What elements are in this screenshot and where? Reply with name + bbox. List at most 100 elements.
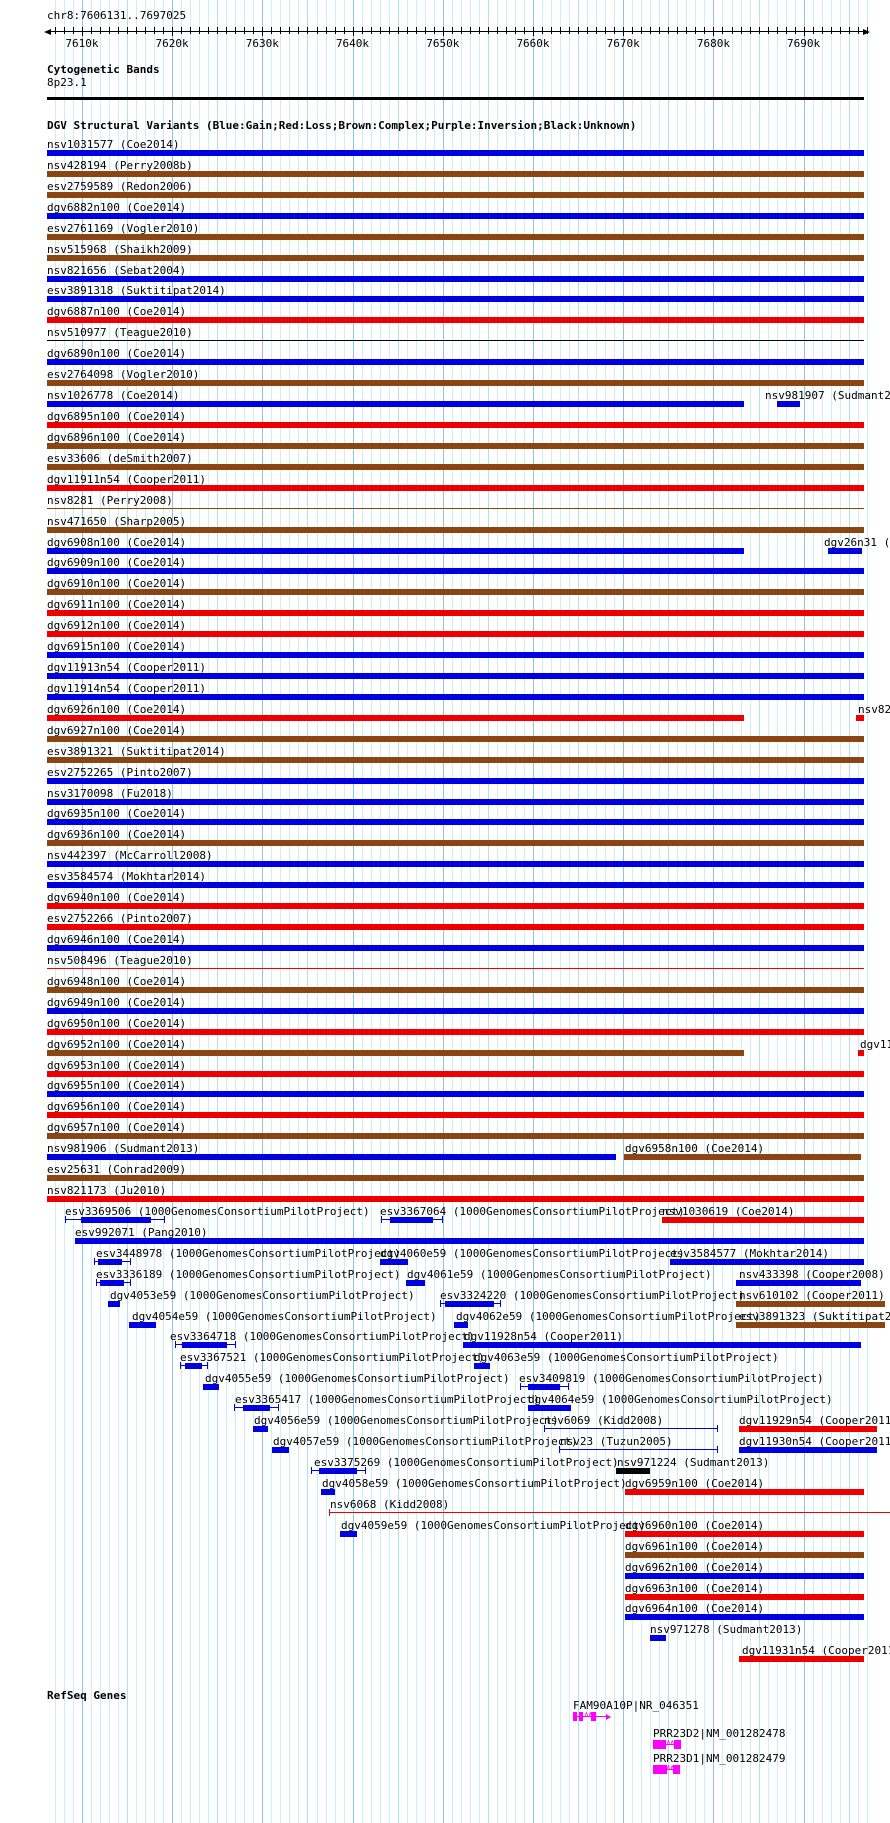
- variant-label[interactable]: dgv6912n100 (Coe2014): [47, 619, 187, 633]
- variant-bar[interactable]: [47, 714, 744, 721]
- variant-label[interactable]: dgv11928n54 (Cooper2011): [464, 1330, 623, 1344]
- variant-label[interactable]: esv2764098 (Vogler2010): [47, 368, 200, 382]
- variant-label[interactable]: esv3891323 (Suktitipat2014): [739, 1309, 890, 1323]
- variant-label[interactable]: nsv442397 (McCarroll2008): [47, 849, 213, 863]
- variant-bar[interactable]: [47, 882, 864, 889]
- variant-label[interactable]: nsv981907 (Sudmant2013): [765, 389, 890, 402]
- variant-bar[interactable]: [736, 1321, 885, 1328]
- variant-bar[interactable]: [47, 693, 864, 700]
- variant-label[interactable]: dgv4056e59 (1000GenomesConsortiumPilotPr…: [254, 1414, 559, 1428]
- variant-bar[interactable]: [47, 150, 864, 156]
- variant-capline[interactable]: [329, 1511, 890, 1513]
- variant-bar[interactable]: [47, 1028, 864, 1035]
- variant-label[interactable]: nsv610102 (Cooper2011): [739, 1288, 885, 1302]
- variant-label[interactable]: nsv3170098 (Fu2018): [47, 786, 173, 800]
- variant-label[interactable]: nsv82: [858, 702, 890, 716]
- variant-bar[interactable]: [380, 1258, 408, 1265]
- variant-bar[interactable]: [47, 589, 864, 596]
- variant-label[interactable]: esv3891321 (Suktitipat2014): [47, 744, 226, 758]
- variant-bar[interactable]: [47, 819, 864, 826]
- variant-label[interactable]: nsv508496 (Teague2010): [47, 953, 193, 967]
- variant-bar[interactable]: [47, 840, 864, 847]
- variant-label[interactable]: nsv821173 (Ju2010): [47, 1184, 167, 1197]
- gene-exon-block[interactable]: [673, 1765, 680, 1774]
- variant-bar[interactable]: [47, 484, 864, 491]
- variant-label[interactable]: dgv6926n100 (Coe2014): [47, 702, 187, 716]
- variant-label[interactable]: esv33606 (deSmith2007): [47, 451, 193, 465]
- variant-label[interactable]: dgv6950n100 (Coe2014): [47, 1016, 187, 1030]
- gene-exon-block[interactable]: [579, 1712, 583, 1721]
- variant-label[interactable]: esv3375269 (1000GenomesConsortiumPilotPr…: [314, 1456, 619, 1469]
- variant-label[interactable]: dgv6960n100 (Coe2014): [625, 1518, 765, 1532]
- variant-label[interactable]: nsv6069 (Kidd2008): [544, 1414, 664, 1428]
- variant-label[interactable]: dgv6882n100 (Coe2014): [47, 200, 187, 214]
- variant-bar[interactable]: [47, 673, 864, 679]
- variant-label[interactable]: esv2761169 (Vogler2010): [47, 221, 200, 235]
- variant-bar[interactable]: [272, 1447, 289, 1453]
- variant-label[interactable]: esv3367064 (1000GenomesConsortiumPilotPr…: [380, 1204, 685, 1218]
- variant-bar[interactable]: [47, 610, 864, 617]
- variant-bar[interactable]: [47, 924, 864, 930]
- gene-label[interactable]: PRR23D1|NM_001282479: [653, 1752, 786, 1765]
- variant-bar[interactable]: [47, 1112, 864, 1119]
- variant-label[interactable]: nsv6068 (Kidd2008): [330, 1497, 450, 1511]
- variant-bar[interactable]: [108, 1300, 120, 1307]
- gene-exon-block[interactable]: [573, 1712, 577, 1721]
- variant-bar[interactable]: [47, 170, 864, 177]
- variant-bracket-line[interactable]: [544, 1428, 717, 1430]
- variant-label[interactable]: nsv821656 (Sebat2004): [47, 263, 187, 277]
- variant-bar[interactable]: [47, 233, 864, 240]
- variant-label[interactable]: dgv4060e59 (1000GenomesConsortiumPilotPr…: [380, 1246, 685, 1260]
- variant-label[interactable]: esv3369506 (1000GenomesConsortiumPilotPr…: [65, 1204, 370, 1218]
- variant-label[interactable]: dgv11914n54 (Cooper2011): [47, 681, 206, 695]
- variant-bar[interactable]: [47, 212, 864, 219]
- variant-label[interactable]: dgv6956n100 (Coe2014): [47, 1100, 187, 1114]
- variant-bar[interactable]: [75, 1237, 864, 1244]
- variant-bar[interactable]: [47, 191, 864, 198]
- variant-label[interactable]: nsv428194 (Perry2008b): [47, 158, 193, 172]
- variant-label[interactable]: dgv6964n100 (Coe2014): [625, 1602, 765, 1616]
- variant-label[interactable]: esv3336189 (1000GenomesConsortiumPilotPr…: [96, 1267, 401, 1281]
- variant-bar[interactable]: [47, 359, 864, 366]
- variant-bar[interactable]: [340, 1530, 357, 1537]
- variant-bar[interactable]: [463, 1342, 861, 1349]
- variant-label[interactable]: esv3584574 (Mokhtar2014): [47, 870, 206, 884]
- variant-label[interactable]: dgv6940n100 (Coe2014): [47, 891, 187, 905]
- variant-bar[interactable]: [47, 798, 864, 805]
- variant-label[interactable]: dgv6935n100 (Coe2014): [47, 807, 187, 821]
- variant-bar[interactable]: [445, 1300, 494, 1307]
- variant-bar[interactable]: [47, 756, 864, 763]
- variant-bar[interactable]: [739, 1447, 877, 1453]
- variant-bar[interactable]: [47, 317, 864, 324]
- variant-bar[interactable]: [650, 1635, 666, 1642]
- variant-label[interactable]: dgv6961n100 (Coe2014): [625, 1539, 765, 1553]
- variant-bar[interactable]: [390, 1216, 433, 1223]
- variant-bar[interactable]: [182, 1342, 227, 1349]
- variant-bar[interactable]: [47, 526, 864, 533]
- variant-label[interactable]: nsv1031577 (Coe2014): [47, 138, 180, 151]
- variant-bar[interactable]: [828, 547, 862, 554]
- variant-label[interactable]: nsv971278 (Sudmant2013): [650, 1623, 803, 1637]
- variant-label[interactable]: dgv6890n100 (Coe2014): [47, 347, 187, 361]
- variant-label[interactable]: dgv4055e59 (1000GenomesConsortiumPilotPr…: [205, 1372, 510, 1386]
- variant-label[interactable]: dgv11911n54 (Cooper2011): [47, 472, 206, 486]
- variant-label[interactable]: dgv6955n100 (Coe2014): [47, 1079, 187, 1093]
- variant-label[interactable]: esv3367521 (1000GenomesConsortiumPilotPr…: [180, 1351, 485, 1365]
- variant-bar[interactable]: [625, 1572, 864, 1579]
- variant-label[interactable]: dgv6895n100 (Coe2014): [47, 410, 187, 423]
- variant-thin-bar[interactable]: [47, 507, 864, 509]
- variant-bar[interactable]: [47, 945, 864, 951]
- variant-bar[interactable]: [736, 1279, 861, 1286]
- variant-bar[interactable]: [203, 1384, 219, 1391]
- variant-label[interactable]: dgv4054e59 (1000GenomesConsortiumPilotPr…: [132, 1309, 437, 1323]
- variant-bar[interactable]: [319, 1468, 357, 1474]
- variant-label[interactable]: dgv11: [860, 1037, 890, 1051]
- variant-bar[interactable]: [47, 296, 864, 303]
- variant-bar[interactable]: [47, 652, 864, 659]
- variant-bar[interactable]: [625, 1488, 864, 1495]
- variant-bar[interactable]: [47, 254, 864, 261]
- variant-label[interactable]: dgv6911n100 (Coe2014): [47, 598, 187, 612]
- variant-label[interactable]: esv3409819 (1000GenomesConsortiumPilotPr…: [519, 1372, 824, 1386]
- variant-label[interactable]: nsv471650 (Sharp2005): [47, 514, 187, 528]
- variant-label[interactable]: nsv971224 (Sudmant2013): [617, 1456, 770, 1469]
